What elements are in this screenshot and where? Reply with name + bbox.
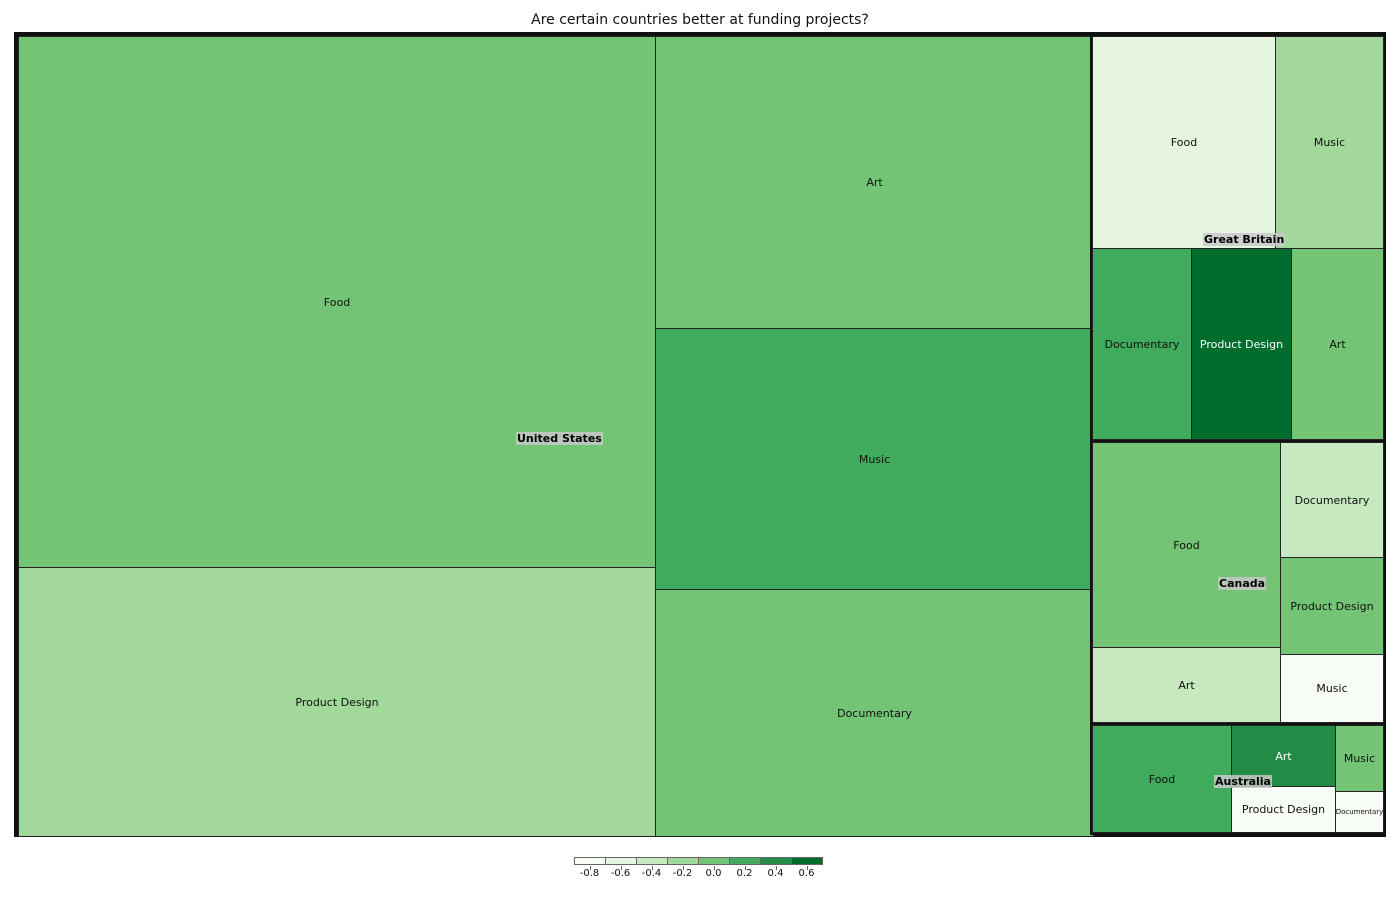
cell-label: Documentary	[837, 706, 912, 720]
cell-australia-documentary[interactable]: Documentary	[1335, 791, 1384, 833]
legend-tick	[620, 866, 622, 870]
cell-united-states-art[interactable]: Art	[655, 36, 1094, 329]
cell-australia-product-design[interactable]: Product Design	[1231, 786, 1336, 833]
legend-tick-label: 0.2	[736, 868, 753, 879]
cell-united-states-music[interactable]: Music	[655, 328, 1094, 590]
group-united-states: Food Product Design Art Music Documentar…	[16, 34, 1094, 837]
cell-label: Art	[1329, 337, 1346, 351]
treemap-plot-area: Food Product Design Art Music Documentar…	[14, 32, 1386, 837]
group-label-united-states: United States	[516, 432, 603, 445]
cell-label: Documentary	[1104, 337, 1180, 351]
cell-australia-food[interactable]: Food	[1092, 725, 1232, 833]
legend-tick	[651, 866, 653, 870]
group-great-britain: Food Music Documentary Product Design Ar…	[1090, 34, 1386, 442]
legend-tick-label: 0.0	[705, 868, 722, 879]
cell-label: Music	[858, 452, 891, 466]
legend-swatch	[605, 857, 637, 865]
group-canada: Food Art Documentary Product Design Musi…	[1090, 440, 1386, 725]
cell-label: Art	[866, 176, 883, 189]
cell-canada-art[interactable]: Art	[1092, 647, 1281, 723]
legend-tick-label: -0.6	[610, 868, 631, 879]
legend-tick-label: -0.8	[579, 868, 600, 879]
legend-tick-label: 0.6	[798, 868, 815, 879]
cell-label: Music	[1313, 136, 1346, 149]
cell-great-britain-documentary[interactable]: Documentary	[1092, 248, 1192, 440]
cell-canada-product-design[interactable]: Product Design	[1280, 557, 1384, 655]
legend-tick	[589, 866, 591, 870]
cell-united-states-documentary[interactable]: Documentary	[655, 589, 1094, 837]
legend-swatch	[760, 857, 792, 865]
legend-tick-label: -0.4	[641, 868, 662, 879]
legend-tick	[744, 866, 746, 870]
group-label-canada: Canada	[1218, 577, 1267, 590]
cell-label: Food	[1173, 538, 1200, 552]
cell-canada-documentary[interactable]: Documentary	[1280, 442, 1384, 558]
legend-tick	[775, 866, 777, 870]
legend-tick	[682, 866, 684, 870]
cell-label: Art	[1178, 678, 1195, 692]
cell-label: Product Design	[295, 695, 379, 709]
cell-canada-food[interactable]: Food	[1092, 442, 1281, 648]
legend-swatch	[636, 857, 668, 865]
cell-label: Food	[323, 295, 351, 309]
cell-united-states-food[interactable]: Food	[18, 36, 656, 568]
cell-united-states-product-design[interactable]: Product Design	[18, 567, 656, 837]
group-australia: Food Art Product Design Music Documentar…	[1090, 723, 1386, 835]
legend-tick	[806, 866, 808, 870]
group-label-australia: Australia	[1214, 775, 1272, 788]
cell-label: Food	[1148, 772, 1176, 786]
cell-label: Art	[1275, 749, 1292, 763]
cell-great-britain-food[interactable]: Food	[1092, 36, 1276, 249]
cell-label: Music	[1343, 752, 1376, 765]
cell-great-britain-art[interactable]: Art	[1291, 248, 1384, 440]
cell-great-britain-music[interactable]: Music	[1275, 36, 1384, 249]
legend-swatch	[729, 857, 761, 865]
cell-label: Documentary	[1335, 808, 1384, 816]
legend-tick	[713, 866, 715, 870]
cell-label: Product Design	[1241, 803, 1326, 816]
legend-swatch	[574, 857, 606, 865]
group-label-great-britain: Great Britain	[1203, 233, 1286, 246]
legend-tick-label: -0.2	[672, 868, 693, 879]
chart-title: Are certain countries better at funding …	[531, 12, 869, 28]
cell-label: Product Design	[1290, 599, 1374, 613]
cell-label: Documentary	[1294, 493, 1370, 507]
legend-tick-label: 0.4	[767, 868, 784, 879]
cell-australia-music[interactable]: Music	[1335, 725, 1384, 792]
cell-label: Product Design	[1199, 337, 1284, 351]
legend-swatch	[667, 857, 699, 865]
cell-great-britain-product-design[interactable]: Product Design	[1191, 248, 1292, 440]
cell-label: Music	[1316, 682, 1348, 695]
legend-swatch	[698, 857, 730, 865]
cell-canada-music[interactable]: Music	[1280, 654, 1384, 723]
legend-swatch	[791, 857, 823, 865]
cell-label: Food	[1170, 136, 1198, 149]
